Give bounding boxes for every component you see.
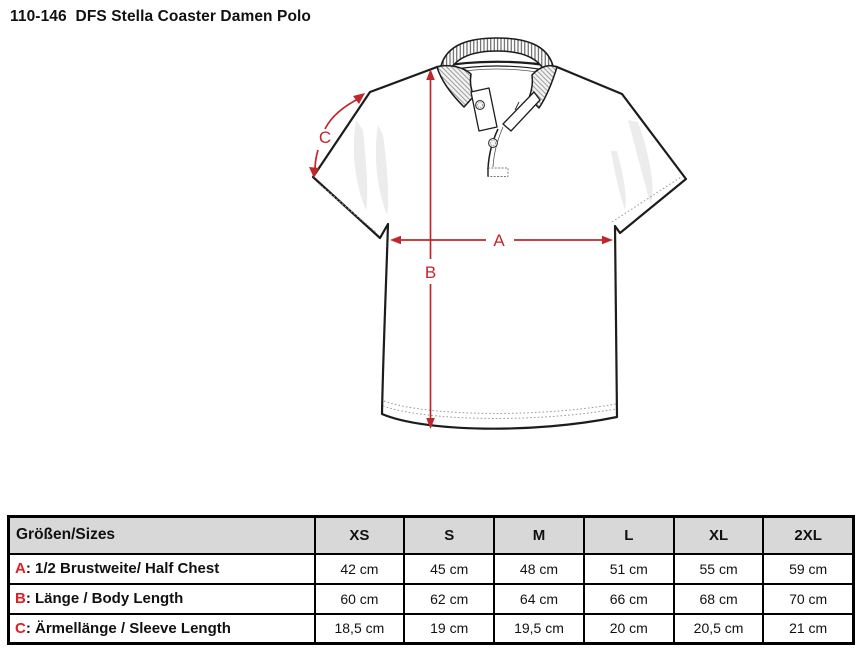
row-label-half-chest: A: 1/2 Brustweite/ Half Chest <box>7 552 316 585</box>
header-sizes: Größen/Sizes <box>7 515 316 555</box>
label-b: B <box>425 263 436 282</box>
value-cell: 59 cm <box>762 552 855 585</box>
measurement-arrow-b: B <box>425 69 436 429</box>
row-label-text: : Ärmellänge / Sleeve Length <box>25 619 231 637</box>
placket-seam <box>487 128 499 170</box>
value-cell: 19 cm <box>403 612 496 645</box>
button <box>475 100 485 110</box>
placket-strip-right <box>502 91 541 132</box>
value-cell: 51 cm <box>582 552 675 585</box>
page-title: 110-146 DFS Stella Coaster Damen Polo <box>10 8 312 25</box>
left-sleeve-hem-stitch <box>318 183 378 234</box>
header-s: S <box>403 515 496 555</box>
value-cell: 42 cm <box>313 552 406 585</box>
value-cell: 70 cm <box>762 582 855 615</box>
row-label-body-length: B: Länge / Body Length <box>7 582 316 615</box>
button <box>490 140 496 146</box>
bottom-hem-stitch <box>383 400 617 414</box>
value-cell: 20 cm <box>582 612 675 645</box>
row-letter-c: C <box>15 619 26 637</box>
value-cell: 68 cm <box>672 582 765 615</box>
value-cell: 19,5 cm <box>493 612 585 645</box>
buttonhole-slit <box>514 101 520 111</box>
bottom-hem-stitch <box>382 405 617 419</box>
label-c: C <box>319 128 331 147</box>
right-sleeve-hem-stitch <box>611 176 682 223</box>
size-table: Größen/Sizes XS S M L XL 2XL A: 1/2 Brus… <box>7 515 855 645</box>
header-xs: XS <box>313 515 406 555</box>
header-xl: XL <box>672 515 765 555</box>
shirt-body-outline <box>311 60 688 430</box>
row-label-text: : Länge / Body Length <box>25 590 184 607</box>
value-cell: 48 cm <box>493 552 585 585</box>
value-cell: 64 cm <box>493 582 585 615</box>
label-a: A <box>493 231 505 250</box>
header-m: M <box>493 515 585 555</box>
header-2xl: 2XL <box>762 515 855 555</box>
polo-shirt-diagram: A B C <box>309 37 688 430</box>
row-label-text: : 1/2 Brustweite/ Half Chest <box>25 560 220 577</box>
row-letter-b: B <box>15 590 26 607</box>
value-cell: 18,5 cm <box>313 612 406 645</box>
value-cell: 45 cm <box>403 552 496 585</box>
table-row-sleeve-length: C: Ärmellänge / Sleeve Length 18,5 cm 19… <box>7 612 855 645</box>
size-table-header-row: Größen/Sizes XS S M L XL 2XL <box>7 515 855 555</box>
measurement-arrow-c: C <box>309 93 365 178</box>
header-l: L <box>582 515 675 555</box>
sleeve-shading <box>628 120 653 205</box>
table-row-half-chest: A: 1/2 Brustweite/ Half Chest 42 cm 45 c… <box>7 552 855 585</box>
value-cell: 62 cm <box>403 582 496 615</box>
placket-seam-inner <box>492 126 504 168</box>
collar-flap-left <box>436 64 475 108</box>
chest-shading <box>375 125 389 215</box>
value-cell: 55 cm <box>672 552 765 585</box>
sleeve-shading <box>611 151 626 210</box>
button <box>477 102 483 108</box>
row-letter-a: A <box>15 560 26 577</box>
table-row-body-length: B: Länge / Body Length 60 cm 62 cm 64 cm… <box>7 582 855 615</box>
chest-shading <box>353 120 368 210</box>
value-cell: 66 cm <box>582 582 675 615</box>
value-cell: 60 cm <box>313 582 406 615</box>
value-cell: 21 cm <box>762 612 855 645</box>
placket-end-box <box>487 167 509 177</box>
placket-strip-left <box>470 87 498 132</box>
value-cell: 20,5 cm <box>672 612 765 645</box>
measurement-arrow-a: A <box>390 231 613 250</box>
row-label-sleeve-length: C: Ärmellänge / Sleeve Length <box>7 612 316 645</box>
button <box>488 138 498 148</box>
